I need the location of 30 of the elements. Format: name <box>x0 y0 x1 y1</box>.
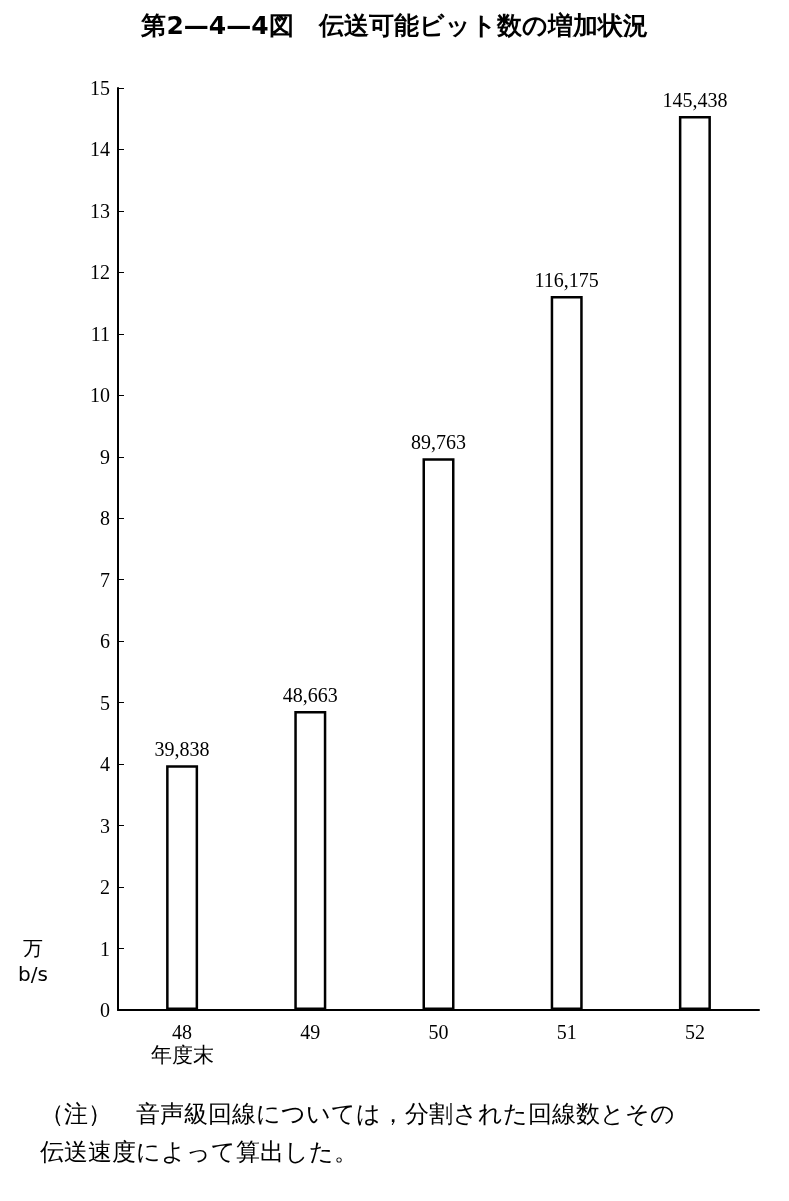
annotation: 145,438 <box>662 89 728 112</box>
x-tick-label: 52 <box>684 1021 705 1043</box>
y-tick-label: 13 <box>90 199 110 222</box>
y-tick-label: 2 <box>100 876 110 899</box>
annotation: 116,175 <box>534 268 599 291</box>
y-tick-label: 10 <box>90 384 110 407</box>
annotation: 89,763 <box>411 431 466 454</box>
annotation: 39,838 <box>154 738 210 761</box>
y-tick-label: 1 <box>100 937 110 960</box>
y-tick-label: 14 <box>90 138 110 161</box>
x-tick-label: 51 <box>556 1021 577 1043</box>
y-tick-label: 15 <box>90 77 110 99</box>
y-axis-title: 万 b/s <box>18 936 48 986</box>
y-tick-label: 11 <box>90 322 110 345</box>
x-tick-label: 49 <box>300 1021 321 1043</box>
y-tick-label: 5 <box>100 691 110 714</box>
y-tick-label: 0 <box>100 999 110 1021</box>
y-tick-label: 3 <box>100 814 110 837</box>
y-tick-label: 7 <box>100 568 110 591</box>
annotation: 48,663 <box>282 683 338 706</box>
y-tick-label: 6 <box>100 630 110 653</box>
chart-title: 第2—4—4図 伝送可能ビット数の増加状況 <box>140 11 648 40</box>
text: （注） 音声級回線については，分割された回線数とその伝送速度によって算出した。 <box>40 1100 675 1166</box>
x-tick-label: 50 <box>428 1021 449 1043</box>
y-tick-label: 4 <box>100 753 110 776</box>
x-tick-label: 48 <box>172 1021 193 1043</box>
x-axis-title: 年度末 <box>150 1042 214 1067</box>
y-tick-label: 12 <box>90 261 110 284</box>
y-tick-label: 9 <box>100 445 110 468</box>
y-tick-label: 8 <box>100 507 110 530</box>
